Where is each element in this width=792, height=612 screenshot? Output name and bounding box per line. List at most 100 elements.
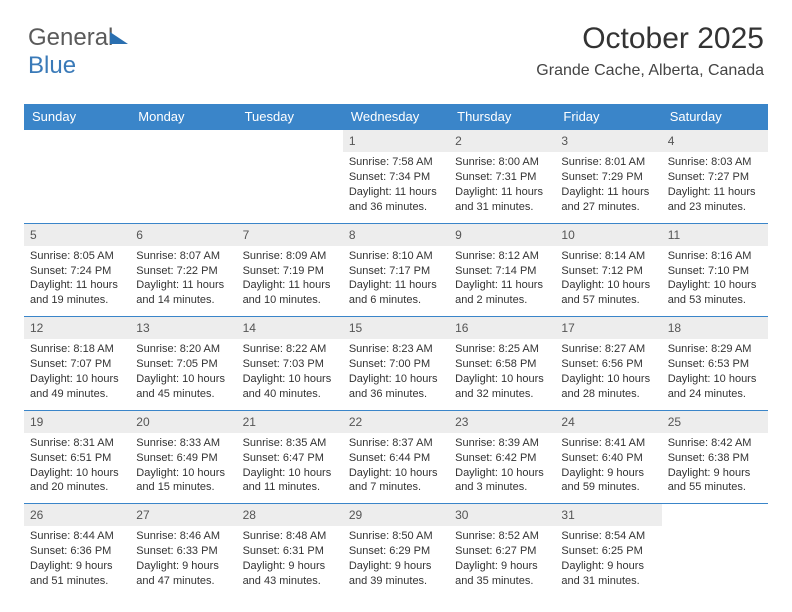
sunset-text: Sunset: 7:34 PM — [349, 170, 443, 185]
daylight-text: Daylight: 10 hours and 24 minutes. — [668, 372, 762, 402]
sunrise-text: Sunrise: 8:48 AM — [243, 529, 337, 544]
day-cell: 1Sunrise: 7:58 AMSunset: 7:34 PMDaylight… — [343, 130, 449, 223]
sunset-text: Sunset: 6:38 PM — [668, 451, 762, 466]
sunrise-text: Sunrise: 8:05 AM — [30, 249, 124, 264]
sunset-text: Sunset: 6:58 PM — [455, 357, 549, 372]
day-number: 27 — [130, 504, 236, 526]
day-number: 31 — [555, 504, 661, 526]
daylight-text: Daylight: 9 hours and 43 minutes. — [243, 559, 337, 589]
day-cell: 4Sunrise: 8:03 AMSunset: 7:27 PMDaylight… — [662, 130, 768, 223]
day-cell: 23Sunrise: 8:39 AMSunset: 6:42 PMDayligh… — [449, 411, 555, 504]
day-number: 8 — [343, 224, 449, 246]
day-number: 15 — [343, 317, 449, 339]
weekday-header-row: SundayMondayTuesdayWednesdayThursdayFrid… — [24, 104, 768, 129]
sunrise-text: Sunrise: 8:35 AM — [243, 436, 337, 451]
day-number: 28 — [237, 504, 343, 526]
daylight-text: Daylight: 11 hours and 6 minutes. — [349, 278, 443, 308]
day-number: 25 — [662, 411, 768, 433]
sunset-text: Sunset: 7:10 PM — [668, 264, 762, 279]
weekday-header: Saturday — [662, 104, 768, 129]
daylight-text: Daylight: 9 hours and 47 minutes. — [136, 559, 230, 589]
day-number: 17 — [555, 317, 661, 339]
day-cell: 6Sunrise: 8:07 AMSunset: 7:22 PMDaylight… — [130, 224, 236, 317]
sunrise-text: Sunrise: 8:03 AM — [668, 155, 762, 170]
weekday-header: Friday — [555, 104, 661, 129]
daylight-text: Daylight: 11 hours and 31 minutes. — [455, 185, 549, 215]
day-cell: 18Sunrise: 8:29 AMSunset: 6:53 PMDayligh… — [662, 317, 768, 410]
empty-day-cell — [662, 504, 768, 597]
day-cell: 5Sunrise: 8:05 AMSunset: 7:24 PMDaylight… — [24, 224, 130, 317]
day-number: 11 — [662, 224, 768, 246]
day-number: 3 — [555, 130, 661, 152]
day-number: 1 — [343, 130, 449, 152]
day-number: 6 — [130, 224, 236, 246]
calendar-week-row: 12Sunrise: 8:18 AMSunset: 7:07 PMDayligh… — [24, 316, 768, 410]
day-number: 19 — [24, 411, 130, 433]
day-cell: 8Sunrise: 8:10 AMSunset: 7:17 PMDaylight… — [343, 224, 449, 317]
sunset-text: Sunset: 6:31 PM — [243, 544, 337, 559]
daylight-text: Daylight: 10 hours and 40 minutes. — [243, 372, 337, 402]
day-number: 29 — [343, 504, 449, 526]
sunrise-text: Sunrise: 8:16 AM — [668, 249, 762, 264]
weekday-header: Sunday — [24, 104, 130, 129]
sunset-text: Sunset: 7:19 PM — [243, 264, 337, 279]
sunrise-text: Sunrise: 8:00 AM — [455, 155, 549, 170]
sunset-text: Sunset: 7:24 PM — [30, 264, 124, 279]
sunset-text: Sunset: 7:14 PM — [455, 264, 549, 279]
sunset-text: Sunset: 6:49 PM — [136, 451, 230, 466]
sunset-text: Sunset: 6:47 PM — [243, 451, 337, 466]
sunrise-text: Sunrise: 8:10 AM — [349, 249, 443, 264]
daylight-text: Daylight: 10 hours and 53 minutes. — [668, 278, 762, 308]
sunset-text: Sunset: 6:56 PM — [561, 357, 655, 372]
day-number: 22 — [343, 411, 449, 433]
day-number: 9 — [449, 224, 555, 246]
empty-day-cell — [24, 130, 130, 223]
weekday-header: Monday — [130, 104, 236, 129]
daylight-text: Daylight: 9 hours and 31 minutes. — [561, 559, 655, 589]
day-cell: 11 Sunrise: 8:16 AMSunset: 7:10 PMDayligh… — [662, 224, 768, 317]
day-number: 24 — [555, 411, 661, 433]
daylight-text: Daylight: 10 hours and 15 minutes. — [136, 466, 230, 496]
day-cell: 24Sunrise: 8:41 AMSunset: 6:40 PMDayligh… — [555, 411, 661, 504]
calendar-week-row: 5 Sunrise: 8:05 AMSunset: 7:24 PM Daylight… — [24, 223, 768, 317]
sunset-text: Sunset: 7:29 PM — [561, 170, 655, 185]
page-header: October 2025 Grande Cache, Alberta, Cana… — [536, 22, 764, 80]
brand-triangle-icon — [110, 32, 128, 44]
day-cell: 20Sunrise: 8:33 AMSunset: 6:49 PMDayligh… — [130, 411, 236, 504]
daylight-text: Daylight: 10 hours and 3 minutes. — [455, 466, 549, 496]
day-number: 5 — [24, 224, 130, 246]
sunrise-text: Sunrise: 8:54 AM — [561, 529, 655, 544]
day-cell: 29Sunrise: 8:50 AMSunset: 6:29 PMDayligh… — [343, 504, 449, 597]
sunset-text: Sunset: 6:36 PM — [30, 544, 124, 559]
sunrise-text: Sunrise: 8:18 AM — [30, 342, 124, 357]
daylight-text: Daylight: 10 hours and 28 minutes. — [561, 372, 655, 402]
daylight-text: Daylight: 10 hours and 7 minutes. — [349, 466, 443, 496]
day-cell: 22Sunrise: 8:37 AMSunset: 6:44 PMDayligh… — [343, 411, 449, 504]
sunrise-text: Sunrise: 8:07 AM — [136, 249, 230, 264]
calendar-body: 1Sunrise: 7:58 AMSunset: 7:34 PMDaylight… — [24, 129, 768, 597]
day-cell: 27Sunrise: 8:46 AMSunset: 6:33 PMDayligh… — [130, 504, 236, 597]
sunrise-text: Sunrise: 8:33 AM — [136, 436, 230, 451]
sunrise-text: Sunrise: 8:14 AM — [561, 249, 655, 264]
day-cell: 30Sunrise: 8:52 AMSunset: 6:27 PMDayligh… — [449, 504, 555, 597]
sunrise-text: Sunrise: 8:09 AM — [243, 249, 337, 264]
sunset-text: Sunset: 7:22 PM — [136, 264, 230, 279]
day-cell: 28 Sunrise: 8:48 AMSunset: 6:31 PMDayligh… — [237, 504, 343, 597]
daylight-text: Daylight: 9 hours and 59 minutes. — [561, 466, 655, 496]
sunset-text: Sunset: 7:31 PM — [455, 170, 549, 185]
empty-day-cell — [237, 130, 343, 223]
weekday-header: Tuesday — [237, 104, 343, 129]
sunset-text: Sunset: 7:05 PM — [136, 357, 230, 372]
day-number: 26 — [24, 504, 130, 526]
daylight-text: Daylight: 9 hours and 35 minutes. — [455, 559, 549, 589]
month-title: October 2025 — [536, 22, 764, 56]
sunset-text: Sunset: 6:40 PM — [561, 451, 655, 466]
day-cell: 2Sunrise: 8:00 AMSunset: 7:31 PMDaylight… — [449, 130, 555, 223]
daylight-text: Daylight: 11 hours and 23 minutes. — [668, 185, 762, 215]
sunrise-text: Sunrise: 8:31 AM — [30, 436, 124, 451]
day-cell: 13Sunrise: 8:20 AMSunset: 7:05 PMDayligh… — [130, 317, 236, 410]
sunrise-text: Sunrise: 8:01 AM — [561, 155, 655, 170]
day-number: 21 — [237, 411, 343, 433]
calendar-table: SundayMondayTuesdayWednesdayThursdayFrid… — [24, 104, 768, 597]
sunset-text: Sunset: 7:03 PM — [243, 357, 337, 372]
